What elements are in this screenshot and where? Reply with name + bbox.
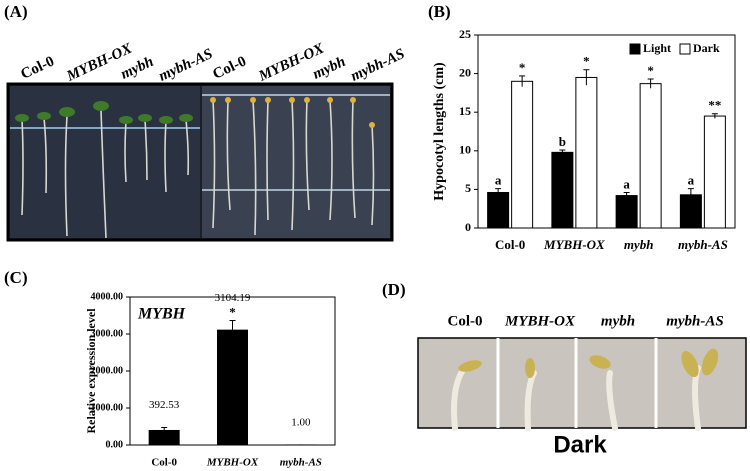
significance-label: a (623, 176, 630, 191)
error-bar (161, 427, 168, 434)
x-tick-label: MYBH-OX (206, 457, 259, 469)
legend-label: Light (643, 41, 671, 55)
significance-label: * (647, 63, 654, 78)
seedling-photo (6, 82, 394, 242)
significance-label: a (688, 173, 695, 188)
panel-label: (C) (4, 268, 28, 287)
bar (487, 191, 510, 229)
y-tick-label: 20 (459, 65, 471, 79)
bar (639, 83, 662, 229)
value-label: 1.00 (291, 416, 311, 428)
significance-label: * (229, 305, 236, 320)
y-tick-label: 25 (459, 27, 471, 41)
y-tick-label: 15 (459, 104, 471, 118)
error-bar (647, 78, 654, 89)
y-tick-label: 4000.00 (91, 291, 124, 302)
x-tick-label: mybh-AS (280, 457, 322, 469)
x-tick-label: Col-0 (151, 457, 177, 469)
y-tick-label: 10 (459, 143, 471, 157)
legend-label: Dark (693, 41, 720, 55)
significance-label: b (559, 134, 566, 149)
legend-swatch (629, 43, 641, 55)
genotype-label: MYBH-OX (504, 313, 576, 329)
significance-label: a (495, 173, 502, 188)
error-bar (583, 69, 590, 86)
value-label: 3104.19 (215, 292, 251, 304)
significance-label: * (583, 54, 590, 69)
x-tick-label: mybh (624, 237, 654, 252)
y-tick-label: 0 (465, 220, 471, 234)
legend-swatch (679, 43, 691, 55)
panel-label: (A) (4, 2, 28, 21)
y-tick-label: 3000.00 (91, 328, 124, 339)
etiolated-photo (417, 337, 747, 431)
y-tick-label: 2000.00 (91, 365, 124, 376)
error-bar (559, 149, 566, 155)
error-bar (623, 191, 630, 199)
genotype-label: mybh-AS (156, 46, 215, 85)
error-bar (687, 188, 694, 201)
y-axis-label: Relative expression level (84, 308, 98, 434)
panel-label: (B) (428, 2, 451, 21)
bar (615, 195, 638, 229)
bar (703, 115, 726, 229)
error-bar (495, 188, 502, 197)
x-tick-label: Col-0 (495, 237, 525, 252)
plot-frame (477, 34, 736, 229)
error-bar (229, 320, 236, 340)
x-tick-label: MYBH-OX (543, 237, 605, 252)
value-label: 392.53 (149, 399, 180, 411)
genotype-label: mybh-AS (348, 46, 407, 85)
genotype-label: Col-0 (18, 53, 56, 82)
panel-label: (D) (382, 280, 406, 299)
genotype-label: Col-0 (448, 313, 483, 329)
genotype-label: mybh (601, 313, 635, 329)
bar (551, 151, 574, 229)
chart-annotation: MYBH (137, 306, 186, 323)
significance-label: * (519, 60, 526, 75)
significance-label: ** (708, 98, 721, 113)
error-bar (519, 75, 526, 87)
bar (575, 76, 598, 229)
genotype-label: mybh-AS (666, 313, 724, 329)
bar (217, 329, 248, 446)
y-tick-label: 1000.00 (91, 402, 124, 413)
y-tick-label: 5 (465, 181, 471, 195)
bar (511, 80, 534, 229)
y-tick-label: 0.00 (106, 439, 124, 450)
photo-caption: Dark (553, 431, 607, 458)
y-axis-label: Hypocotyl lengths (cm) (432, 62, 447, 201)
error-bar (711, 113, 718, 119)
x-tick-label: mybh-AS (678, 237, 728, 252)
genotype-label: Col-0 (210, 53, 248, 82)
